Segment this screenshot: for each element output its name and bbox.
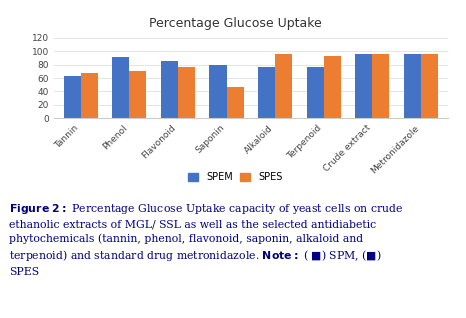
Bar — [324, 56, 341, 118]
Bar — [161, 61, 178, 118]
Bar — [112, 57, 129, 118]
Bar — [226, 87, 244, 118]
Bar — [356, 54, 372, 118]
Legend: SPEM, SPES: SPEM, SPES — [185, 169, 286, 186]
Bar — [210, 65, 226, 118]
Bar — [63, 76, 81, 118]
Bar — [258, 66, 275, 118]
Text: Percentage Glucose Uptake: Percentage Glucose Uptake — [149, 17, 322, 31]
Bar — [307, 66, 324, 118]
Bar — [129, 71, 146, 118]
Bar — [372, 54, 390, 118]
Bar — [421, 54, 438, 118]
Bar — [404, 54, 421, 118]
Bar — [178, 67, 195, 118]
Text: $\bf{Figure\ 2:}$ Percentage Glucose Uptake capacity of yeast cells on crude
eth: $\bf{Figure\ 2:}$ Percentage Glucose Upt… — [9, 202, 404, 277]
Bar — [275, 54, 292, 118]
Bar — [81, 73, 97, 118]
